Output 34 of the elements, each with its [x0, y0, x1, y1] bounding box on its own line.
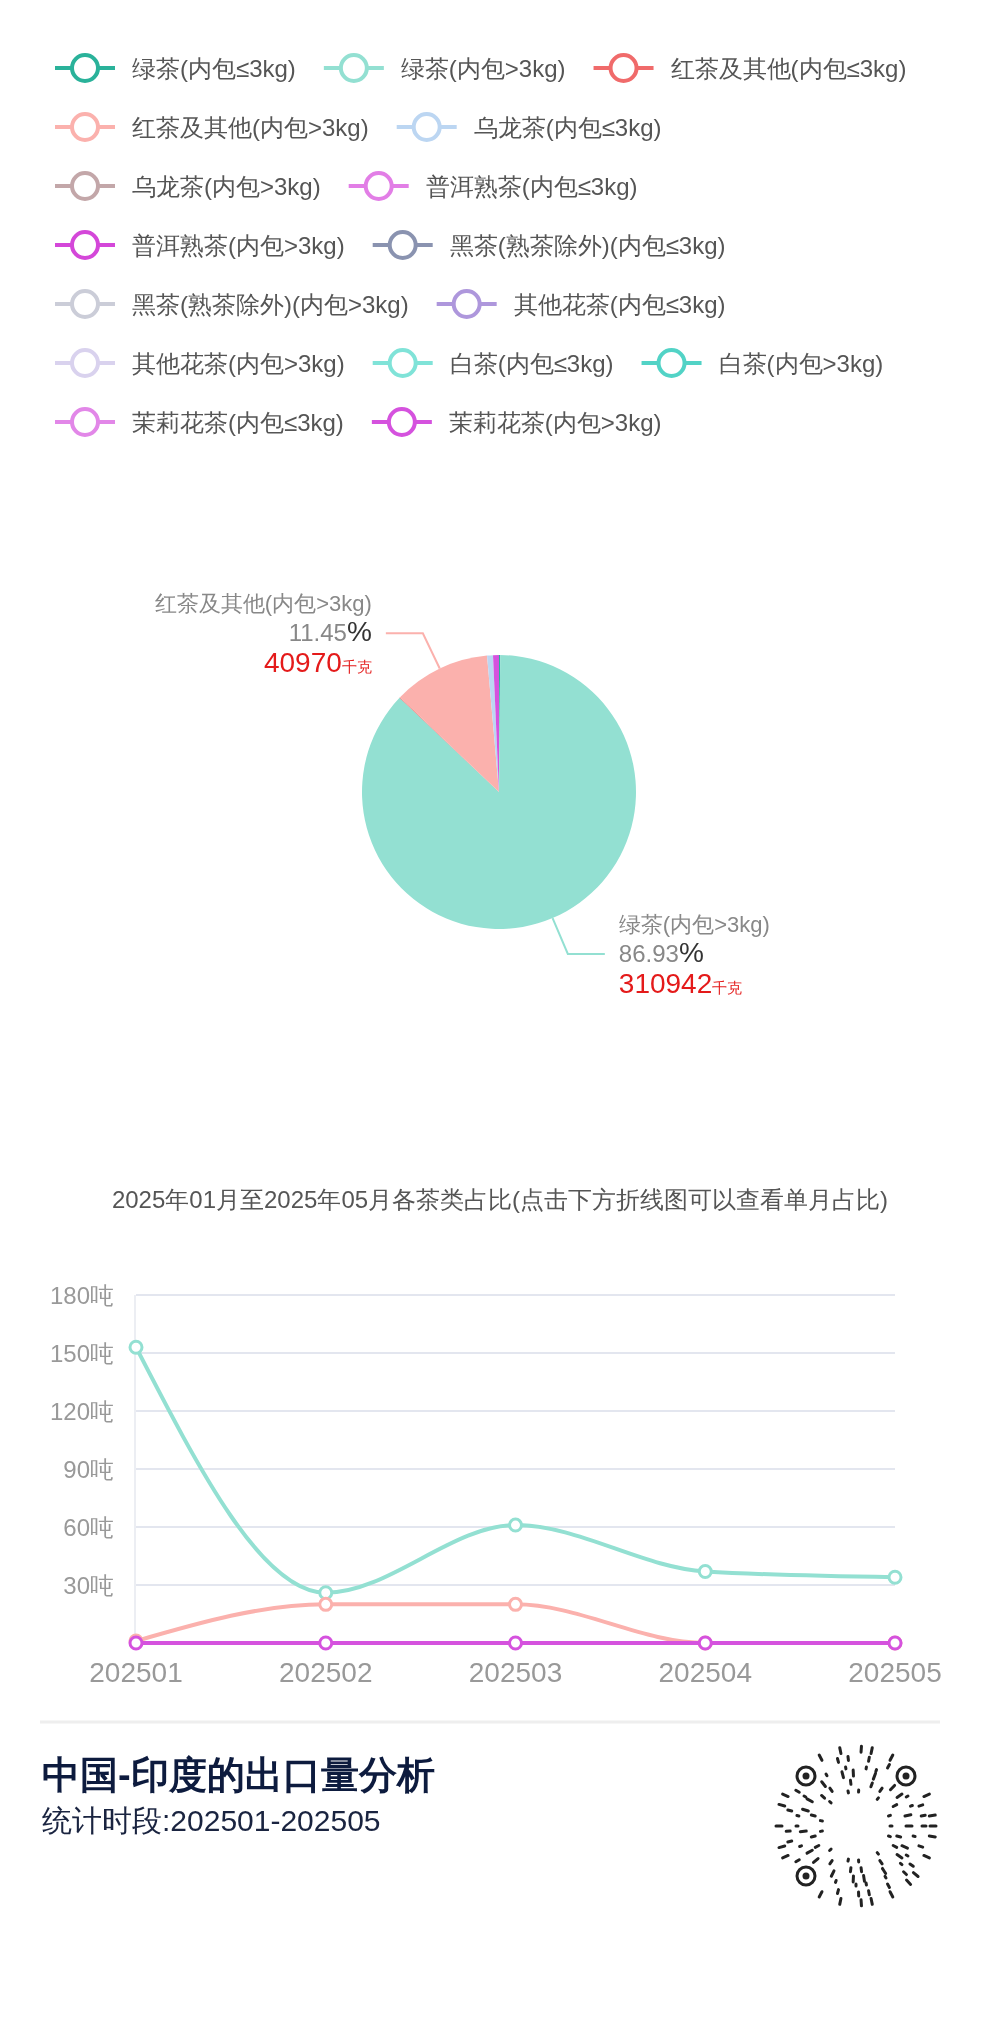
- y-tick-label: 120吨: [49, 1397, 114, 1425]
- text: 统计时段:202501-202505: [42, 1804, 381, 1837]
- legend-label: 其他花茶(内包>3kg): [132, 349, 345, 377]
- legend-label: 乌龙茶(内包>3kg): [132, 172, 321, 200]
- legend-label: 白茶(内包≤3kg): [449, 349, 614, 377]
- x-tick-label: 202505: [848, 1657, 942, 1688]
- data-label: 11.45% 40970千克: [263, 616, 372, 679]
- legend-label: 绿茶(内包>3kg): [400, 54, 566, 82]
- legend-label: 黑茶(熟茶除外)(内包≤3kg): [449, 231, 726, 259]
- legend-label: 黑茶(熟茶除外)(内包>3kg): [132, 290, 409, 318]
- slice-label: 绿茶(内包>3kg): [618, 911, 770, 937]
- y-tick-label: 60吨: [63, 1513, 114, 1541]
- legend-label: 白茶(内包>3kg): [718, 349, 884, 377]
- y-tick-label: 180吨: [49, 1281, 114, 1309]
- x-tick-label: 202501: [89, 1657, 183, 1688]
- y-tick-label: 30吨: [63, 1571, 114, 1599]
- data-label: 86.93% 310942千克: [618, 936, 743, 999]
- x-tick-label: 202504: [658, 1657, 752, 1688]
- legend-label: 红茶及其他(内包>3kg): [132, 113, 369, 141]
- legend-label: 普洱熟茶(内包≤3kg): [425, 172, 638, 200]
- legend-label: 茉莉花茶(内包≤3kg): [132, 408, 344, 436]
- legend-label: 茉莉花茶(内包>3kg): [448, 408, 662, 436]
- text: 2025年01月至2025年05月各茶类占比(点击下方折线图可以查看单月占比): [111, 1186, 889, 1213]
- legend-label: 其他花茶(内包≤3kg): [513, 290, 726, 318]
- y-tick-label: 90吨: [63, 1455, 114, 1483]
- x-tick-label: 202503: [468, 1657, 563, 1688]
- y-tick-label: 150吨: [49, 1339, 114, 1367]
- legend-label: 乌龙茶(内包≤3kg): [473, 113, 662, 141]
- legend-label: 普洱熟茶(内包>3kg): [132, 231, 345, 259]
- x-tick-label: 202502: [279, 1657, 373, 1688]
- legend-label: 绿茶(内包≤3kg): [132, 54, 296, 82]
- slice-label: 红茶及其他(内包>3kg): [154, 591, 372, 617]
- legend-label: 红茶及其他(内包≤3kg): [670, 54, 907, 82]
- text: 中国-印度的出口量分析: [42, 1754, 435, 1796]
